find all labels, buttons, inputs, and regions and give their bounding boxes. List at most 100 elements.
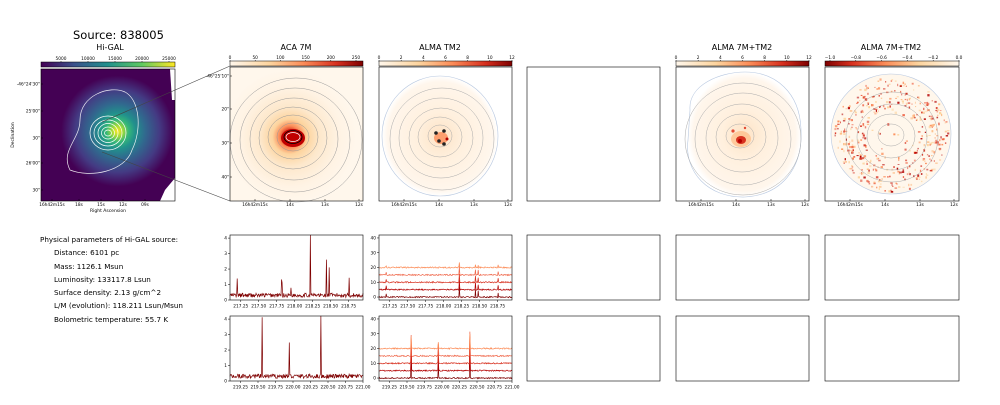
combo-neg-colorbar xyxy=(824,60,960,67)
higal-frame xyxy=(40,68,176,202)
speckle-pixel xyxy=(940,136,942,139)
speckle-pixel xyxy=(908,171,910,174)
speckle-pixel xyxy=(921,126,924,128)
y-tick-label: -46°24'30" xyxy=(17,82,40,88)
aca-spectrum-row1: 217.25 217.50 217.75 218.00 218.25 218.50 218.… xyxy=(224,234,364,310)
speckle-pixel xyxy=(930,117,932,121)
speckle-pixel xyxy=(943,119,945,122)
speckle-pixel xyxy=(894,111,897,114)
speckle-pixel xyxy=(852,172,855,174)
speckle-pixel xyxy=(938,103,941,106)
speckle-pixel xyxy=(908,183,910,187)
speckle-pixel xyxy=(904,148,907,151)
speckle-pixel xyxy=(862,132,864,135)
speckle-pixel xyxy=(938,124,940,126)
speckle-pixel xyxy=(864,137,867,140)
speckle-pixel xyxy=(859,89,862,91)
speckle-pixel xyxy=(859,157,863,160)
speckle-pixel xyxy=(904,178,906,181)
spectrum-y-tick-label: 2 xyxy=(224,267,227,273)
speckle-pixel xyxy=(851,144,854,147)
higal-panel: Hi-GAL 5000 10000 15000 20000 25000 16h42m15… xyxy=(10,43,176,214)
spectrum-x-tick-label: 217.75 xyxy=(269,304,284,310)
speckle-pixel xyxy=(844,130,848,133)
speckle-pixel xyxy=(933,160,935,162)
colorbar-tick-label: 15000 xyxy=(108,56,122,62)
spectrum-series xyxy=(229,315,364,380)
speckle-pixel xyxy=(847,107,850,110)
speckle-pixel xyxy=(891,183,893,186)
speckle-pixel xyxy=(849,146,852,149)
colorbar-tick-label: 8 xyxy=(763,55,766,61)
speckle-pixel xyxy=(911,162,914,164)
spectrum-y-tick-label: 20 xyxy=(371,265,377,271)
spectrum-x-tick-label: 220.25 xyxy=(303,385,318,391)
spectrum-series xyxy=(378,286,513,299)
speckle-pixel xyxy=(894,80,897,82)
spectrum-x-tick-label: 219.75 xyxy=(417,385,432,391)
x-tick-label: 12s xyxy=(119,202,127,208)
speckle-pixel xyxy=(867,117,870,119)
x-tick-label: 18s xyxy=(75,202,83,208)
speckle-pixel xyxy=(902,176,905,178)
spectrum-y-tick-label: 0 xyxy=(373,376,376,382)
speckle-pixel xyxy=(891,79,894,81)
speckle-pixel xyxy=(851,150,853,154)
speckle-pixel xyxy=(848,118,851,120)
speckle-pixel xyxy=(939,110,942,112)
speckle-pixel xyxy=(843,143,845,146)
speckle-pixel xyxy=(906,98,908,102)
combo-neg-panel: ALMA 7M+TM2 −1.0 −0.8 −0.6 −0.4 −0.2 0.0 16h4… xyxy=(824,43,963,208)
speckle-pixel xyxy=(894,90,896,92)
speckle-pixel xyxy=(853,145,856,148)
combo-core xyxy=(731,126,751,147)
speckle-pixel xyxy=(849,110,853,112)
speckle-pixel xyxy=(859,154,862,157)
param-luminosity: Luminosity: 133117.8 Lsun xyxy=(54,274,151,284)
speckle-pixel xyxy=(885,81,887,83)
empty-spectrum-panel xyxy=(526,315,661,382)
spectrum-x-tick-label: 218.75 xyxy=(341,304,356,310)
speckle-pixel xyxy=(897,83,899,87)
spectrum-x-tick-label: 220.50 xyxy=(320,385,335,391)
aca-y-ticks: -46°25'10" 20" 30" 40" xyxy=(206,74,232,181)
speckle-pixel xyxy=(897,170,900,173)
x-tick-label: 14s xyxy=(286,202,294,208)
colorbar-tick-label: 12 xyxy=(509,55,515,61)
speckle-pixel xyxy=(859,100,861,102)
speckle-pixel xyxy=(862,123,865,126)
x-tick-label: 12s xyxy=(950,202,958,208)
colorbar-tick-label: 250 xyxy=(352,55,360,61)
spectrum-x-tick-label: 217.50 xyxy=(251,304,266,310)
speckle-pixel xyxy=(907,166,909,170)
spectrum-y-tick-label: 4 xyxy=(224,236,227,242)
speckle-pixel xyxy=(947,132,950,135)
speckle-pixel xyxy=(864,88,867,92)
speckle-pixel xyxy=(937,108,940,111)
speckle-pixel xyxy=(911,103,913,105)
speckle-pixel xyxy=(863,156,865,160)
param-lm-ratio: L/M (evolution): 118.211 Lsun/Msun xyxy=(54,301,183,311)
combo-contours xyxy=(684,82,802,196)
higal-blank-corner xyxy=(170,69,175,100)
speckle-pixel xyxy=(870,159,872,163)
spectrum-series xyxy=(378,262,513,270)
colorbar-tick-label: −0.4 xyxy=(902,55,913,61)
speckle-pixel xyxy=(848,168,852,170)
combo-neg-contours xyxy=(845,91,939,183)
speckle-pixel xyxy=(834,132,837,134)
x-tick-label: 12s xyxy=(801,202,809,208)
speckle-pixel xyxy=(924,131,926,133)
speckle-pixel xyxy=(873,182,876,185)
speckle-pixel xyxy=(878,188,880,190)
speckle-pixel xyxy=(850,127,852,131)
higal-xlabel: Right Ascension xyxy=(90,208,126,214)
aca-colorbar xyxy=(229,60,364,67)
speckle-pixel xyxy=(939,112,942,115)
speckle-pixel xyxy=(931,155,933,157)
speckle-pixel xyxy=(938,143,941,146)
speckle-pixel xyxy=(844,161,847,163)
speckle-pixel xyxy=(881,178,883,180)
speckle-pixel xyxy=(887,84,889,87)
spectrum-y-tick-label: 40 xyxy=(371,236,377,242)
